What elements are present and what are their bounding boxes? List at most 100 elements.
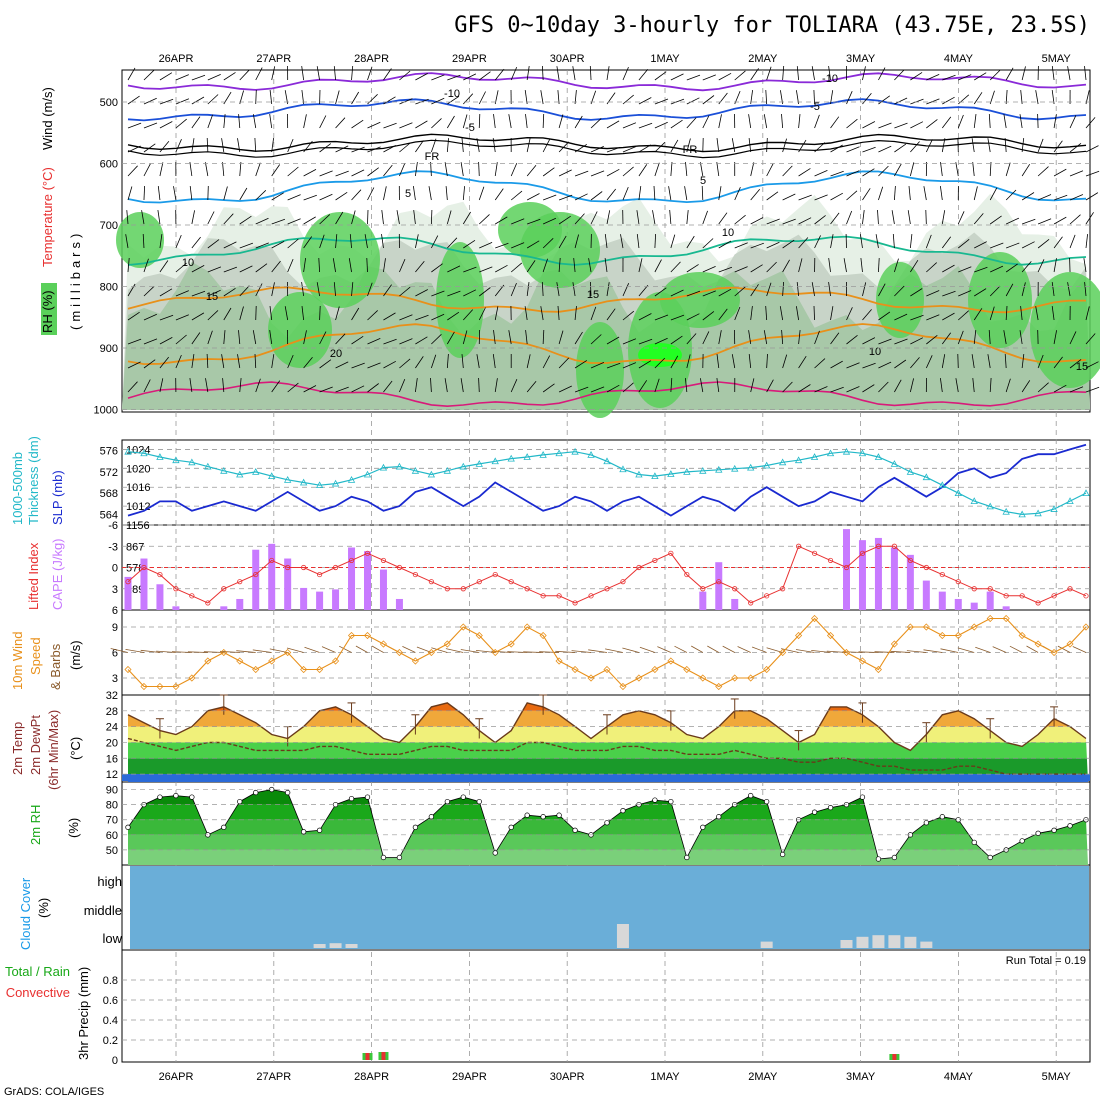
2m-rh-marker [444, 798, 450, 805]
10m-wind-marker [651, 665, 659, 674]
wind-barb [638, 313, 652, 321]
wind-barb [221, 138, 225, 153]
2m-rh-marker [380, 854, 387, 861]
wind-barb [909, 378, 914, 393]
wind-barb [239, 285, 250, 297]
pressure-tick-label: 900 [100, 343, 118, 355]
temp-tick-label: 16 [106, 753, 118, 765]
wind-barb [525, 330, 528, 345]
wind-barb [718, 114, 722, 129]
wind-barb [878, 186, 884, 201]
wind-barb [415, 73, 428, 81]
thickness-marker [204, 462, 212, 470]
2m-rh-marker [396, 854, 403, 861]
wind-barb [238, 330, 241, 345]
low-cloud-bar [329, 943, 342, 948]
wind-barb [253, 114, 257, 129]
freezing-level-line [127, 133, 1087, 153]
cloud-cover-panel [130, 866, 1089, 949]
wind-barb [399, 70, 411, 81]
wind-barb [319, 305, 321, 321]
wind-barb [622, 146, 637, 153]
wind-barb [796, 66, 799, 81]
rh-band [128, 849, 1088, 865]
wind-barb [191, 96, 205, 105]
temp-band [128, 702, 1088, 711]
thickness-tick-label: 564 [100, 509, 118, 521]
wind-barb [175, 118, 187, 129]
contour-label: 20 [330, 348, 342, 360]
10m-wind-marker [747, 674, 755, 682]
10m-wind-barb [639, 646, 656, 653]
2m-rh-marker [1051, 827, 1057, 833]
wind-barb [894, 69, 905, 81]
wind-barb [540, 90, 544, 105]
contour-label: FR [425, 151, 440, 163]
wind-barb [495, 264, 508, 273]
wind-barb [446, 210, 452, 225]
wind-barb [1053, 236, 1063, 249]
wind-barb [351, 282, 354, 297]
wind-barb [462, 211, 471, 225]
wind-barb [127, 283, 136, 297]
wind-barb [606, 282, 610, 297]
10m-wind-marker [890, 640, 898, 648]
wind-barb [510, 282, 517, 297]
wind-barb [446, 331, 455, 345]
date-label-bottom: 1MAY [650, 1071, 680, 1083]
wind-barb [910, 288, 923, 297]
wind-barb [319, 214, 331, 225]
2m-rh-marker [827, 805, 834, 811]
wind-barb [1085, 234, 1088, 249]
wind-barb [271, 192, 284, 201]
ylabel-lifted-index: Lifted Index [26, 542, 41, 610]
10m-wind-barb [252, 649, 272, 653]
wind-barb [782, 193, 796, 201]
precip-convective-bar [892, 1054, 897, 1060]
2m-rh-marker [939, 814, 945, 820]
wind-barb [191, 74, 206, 81]
wind-barb [750, 217, 764, 225]
wind-barb [814, 114, 820, 129]
10m-wind-barb [187, 651, 208, 653]
wind-barb [654, 259, 662, 273]
wind-barb [813, 305, 815, 321]
wind-barb [1053, 384, 1067, 393]
wind-barb [830, 170, 844, 177]
lifted-index-marker [269, 557, 275, 564]
wind-barb [526, 381, 537, 393]
thickness-marker [443, 466, 452, 474]
10m-wind-marker [571, 665, 579, 674]
wind-barb [127, 122, 142, 129]
wind-barb [590, 118, 602, 129]
10m-wind-barb [402, 646, 416, 653]
wind-barb [958, 290, 972, 297]
lifted-index-marker [492, 571, 498, 578]
wind-barb [460, 378, 464, 393]
wind-barb [223, 241, 237, 249]
wind-barb [367, 282, 373, 297]
cape-bar [715, 562, 723, 610]
wind-barb [221, 354, 225, 369]
wind-barb [989, 285, 1001, 297]
10m-wind-marker [1002, 614, 1010, 623]
10m-wind-marker [347, 631, 356, 640]
wind-barb [303, 140, 313, 153]
wind-barb [367, 167, 379, 177]
wind-barb [989, 187, 998, 201]
wind-barb [558, 169, 572, 177]
wind-barb [590, 362, 605, 369]
2m-rh-marker [316, 827, 323, 833]
wind-barb [1021, 261, 1032, 273]
wind-barb [971, 354, 975, 369]
lifted-index-marker [332, 564, 339, 571]
rh-humid-blob [116, 212, 164, 268]
wind-barb [910, 72, 923, 81]
wind-barb [526, 260, 536, 273]
wind-barb [638, 285, 649, 297]
wind-barb [892, 233, 895, 249]
precip-panel: 0.8 0.6 0.4 0.2 0 [103, 975, 1090, 1067]
wind-barb [510, 66, 518, 81]
wind-barb [606, 308, 616, 321]
2m-rh-marker [1035, 830, 1041, 836]
